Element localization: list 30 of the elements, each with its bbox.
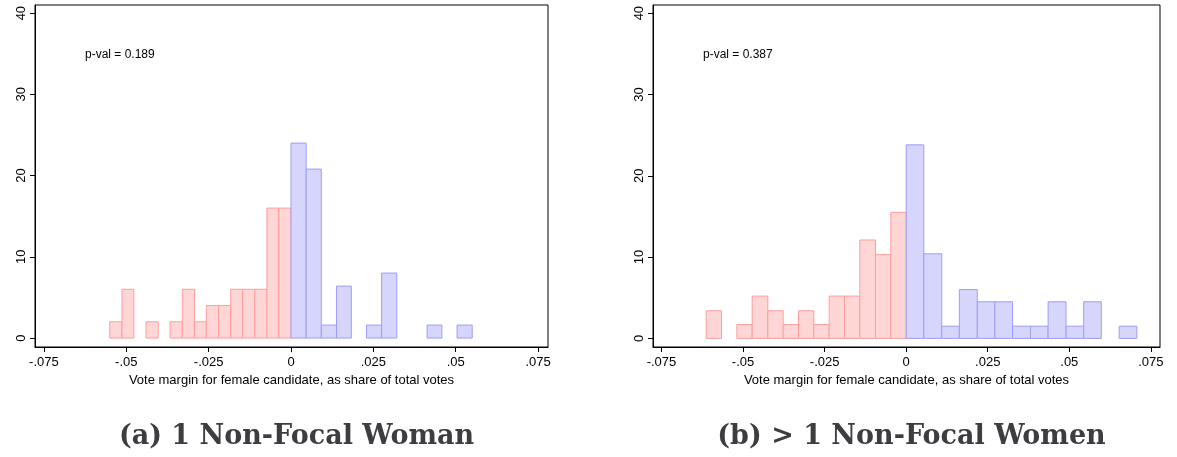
y-tick-label: 20 bbox=[13, 168, 28, 183]
x-tick-label: .025 bbox=[360, 354, 387, 369]
text: (a) 1 Non-Focal Woman bbox=[118, 419, 475, 450]
y-tick-label: 40 bbox=[13, 5, 28, 21]
y-tick-label: 30 bbox=[631, 87, 646, 102]
x-tick-label: .05 bbox=[1060, 354, 1079, 369]
x-tick-label: -.05 bbox=[115, 354, 138, 369]
x-tick-label: 0 bbox=[287, 354, 295, 369]
x-tick-label: .05 bbox=[446, 354, 465, 369]
x-axis-title: Vote margin for female candidate, as share of total votes bbox=[743, 371, 1070, 387]
y-tick-label: 10 bbox=[13, 249, 28, 265]
x-tick-label: .075 bbox=[525, 354, 551, 369]
x-tick-label: 0 bbox=[902, 354, 910, 369]
y-tick-label: 20 bbox=[631, 168, 646, 183]
x-tick-label: -.075 bbox=[29, 354, 59, 369]
annotation: p-val = 0.189 bbox=[85, 47, 156, 61]
y-tick-label: 0 bbox=[13, 334, 28, 342]
y-tick-label: 40 bbox=[631, 5, 646, 21]
x-tick-label: -.075 bbox=[646, 354, 677, 369]
text: (b) > 1 Non-Focal Women bbox=[717, 419, 1107, 450]
x-tick-label: .075 bbox=[1138, 354, 1164, 369]
x-tick-label: -.025 bbox=[809, 354, 840, 369]
x-tick-label: -.025 bbox=[193, 354, 224, 369]
y-tick-label: 10 bbox=[631, 249, 646, 265]
y-tick-label: 0 bbox=[631, 334, 646, 342]
x-tick-label: .025 bbox=[975, 354, 1001, 369]
x-tick-label: -.05 bbox=[731, 354, 755, 369]
x-axis-title: Vote margin for female candidate, as share of total votes bbox=[128, 371, 455, 387]
y-tick-label: 30 bbox=[13, 87, 28, 102]
annotation: p-val = 0.387 bbox=[703, 47, 774, 61]
